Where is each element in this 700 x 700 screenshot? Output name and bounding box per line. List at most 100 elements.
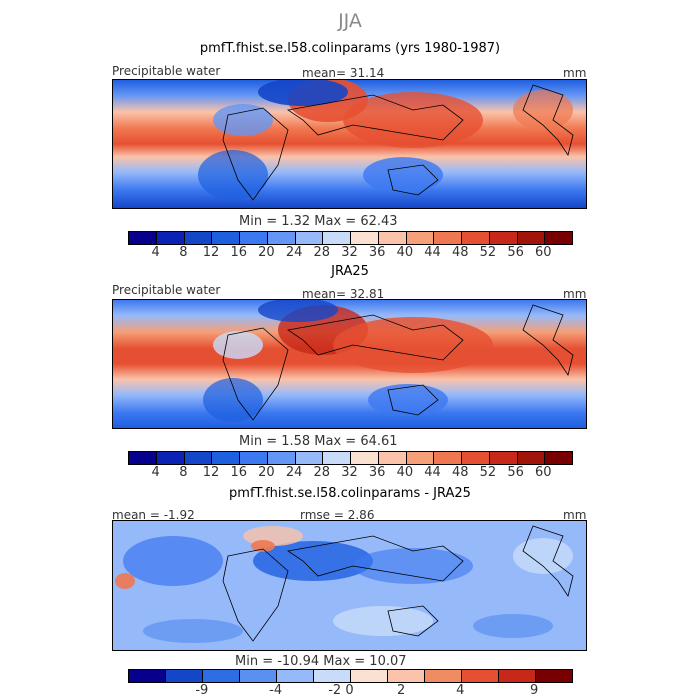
colorbar-swatch xyxy=(203,670,240,682)
colorbar-tick-label: 24 xyxy=(285,465,303,480)
colorbar-tick-label: -4 xyxy=(269,683,283,698)
panel1-map xyxy=(112,79,587,209)
colorbar-tick-label: 36 xyxy=(368,465,386,480)
colorbar-swatch xyxy=(267,232,296,244)
colorbar-swatch xyxy=(156,232,185,244)
colorbar-tick-label: 16 xyxy=(230,465,248,480)
colorbar-tick-label: 2 xyxy=(397,683,406,698)
colorbar-tick-label: -2 xyxy=(328,683,342,698)
colorbar-swatch xyxy=(434,232,462,244)
colorbar-tick-label: 20 xyxy=(258,465,275,480)
colorbar-tick-label: 0 xyxy=(345,683,354,698)
colorbar-tick-label: 52 xyxy=(479,245,497,260)
colorbar-swatch xyxy=(295,232,324,244)
colorbar-tick-label: 60 xyxy=(535,465,552,480)
panel1-units-label: mm xyxy=(563,66,587,80)
colorbar-tick-label: 28 xyxy=(313,245,331,260)
colorbar-tick-label: 56 xyxy=(507,245,524,260)
colorbar-tick-label: 4 xyxy=(151,465,160,480)
colorbar-swatch xyxy=(545,232,572,244)
panel3-map xyxy=(112,520,587,651)
colorbar-swatch xyxy=(184,452,213,464)
panel1-title: pmfT.fhist.se.l58.colinparams (yrs 1980-… xyxy=(199,41,501,56)
colorbar-tick-label: 16 xyxy=(230,245,248,260)
colorbar-tick-label: 9 xyxy=(529,683,539,698)
colorbar-swatch xyxy=(277,670,314,682)
colorbar-swatch xyxy=(425,670,462,682)
colorbar-swatch xyxy=(129,232,157,244)
colorbar-tick-label: 44 xyxy=(424,245,441,260)
colorbar-swatch xyxy=(295,452,324,464)
colorbar-swatch xyxy=(388,670,425,682)
colorbar-swatch xyxy=(351,232,379,244)
colorbar-swatch xyxy=(536,670,572,682)
colorbar-swatch xyxy=(212,232,240,244)
colorbar-swatch xyxy=(489,232,518,244)
panel3-units-label: mm xyxy=(563,508,587,522)
panel2-variable-label: Precipitable water xyxy=(112,283,221,297)
colorbar-swatch xyxy=(378,232,407,244)
panel3-colorbar xyxy=(128,669,573,683)
colorbar-swatch xyxy=(517,452,546,464)
colorbar-swatch xyxy=(184,232,213,244)
colorbar-swatch xyxy=(462,670,499,682)
panel1-map-field xyxy=(113,80,586,208)
colorbar-tick-label: 12 xyxy=(202,465,220,480)
colorbar-tick-label: 24 xyxy=(285,245,303,260)
colorbar-tick-label: 4 xyxy=(456,683,465,698)
colorbar-swatch xyxy=(517,232,546,244)
panel3-map-field xyxy=(113,521,586,650)
colorbar-swatch xyxy=(462,452,490,464)
colorbar-swatch xyxy=(212,452,240,464)
figure-suptitle: JJA xyxy=(338,10,362,32)
panel3-colorbar-ticks: -9 -4 -2 0 2 4 9 xyxy=(128,683,571,699)
panel2-minmax: Min = 1.58 Max = 64.61 xyxy=(239,434,398,449)
colorbar-tick-label: 48 xyxy=(451,245,469,260)
panel2-mean-label: mean= 32.81 xyxy=(302,287,385,301)
colorbar-swatch xyxy=(267,452,296,464)
colorbar-tick-label: -9 xyxy=(195,683,209,698)
colorbar-swatch xyxy=(240,232,268,244)
panel2-map-field xyxy=(113,300,586,428)
panel3-title: pmfT.fhist.se.l58.colinparams - JRA25 xyxy=(229,486,471,501)
colorbar-tick-label: 56 xyxy=(507,465,524,480)
colorbar-tick-label: 48 xyxy=(451,465,469,480)
colorbar-swatch xyxy=(129,452,157,464)
colorbar-tick-label: 32 xyxy=(341,465,358,480)
panel1-colorbar-ticks: 4 8 12 16 20 24 28 32 36 40 44 48 52 56 60 xyxy=(128,245,571,261)
colorbar-tick-label: 44 xyxy=(424,465,441,480)
colorbar-swatch xyxy=(129,670,166,682)
colorbar-tick-label: 8 xyxy=(179,245,188,260)
colorbar-swatch xyxy=(545,452,572,464)
colorbar-tick-label: 36 xyxy=(368,245,386,260)
colorbar-tick-label: 52 xyxy=(479,465,497,480)
colorbar-swatch xyxy=(314,670,351,682)
colorbar-swatch xyxy=(489,452,518,464)
panel3-minmax: Min = -10.94 Max = 10.07 xyxy=(235,654,407,669)
panel1-colorbar xyxy=(128,231,573,245)
colorbar-swatch xyxy=(240,670,277,682)
colorbar-swatch xyxy=(240,452,268,464)
colorbar-tick-label: 20 xyxy=(258,245,275,260)
panel2-title: JRA25 xyxy=(331,264,369,279)
panel1-minmax: Min = 1.32 Max = 62.43 xyxy=(239,214,398,229)
colorbar-tick-label: 28 xyxy=(313,465,331,480)
colorbar-swatch xyxy=(156,452,185,464)
panel3-rmse-label: rmse = 2.86 xyxy=(300,508,375,522)
colorbar-tick-label: 32 xyxy=(341,245,358,260)
colorbar-tick-label: 8 xyxy=(179,465,188,480)
panel1-mean-label: mean= 31.14 xyxy=(302,66,385,80)
colorbar-swatch xyxy=(434,452,462,464)
colorbar-tick-label: 12 xyxy=(202,245,220,260)
colorbar-swatch xyxy=(406,452,435,464)
colorbar-swatch xyxy=(351,452,379,464)
colorbar-swatch xyxy=(166,670,203,682)
colorbar-swatch xyxy=(406,232,435,244)
panel2-colorbar-ticks: 4 8 12 16 20 24 28 32 36 40 44 48 52 56 60 xyxy=(128,465,571,481)
panel1-variable-label: Precipitable water xyxy=(112,64,221,78)
colorbar-swatch xyxy=(323,232,351,244)
colorbar-swatch xyxy=(323,452,351,464)
colorbar-swatch xyxy=(462,232,490,244)
colorbar-tick-label: 40 xyxy=(396,465,414,480)
colorbar-tick-label: 40 xyxy=(396,245,414,260)
